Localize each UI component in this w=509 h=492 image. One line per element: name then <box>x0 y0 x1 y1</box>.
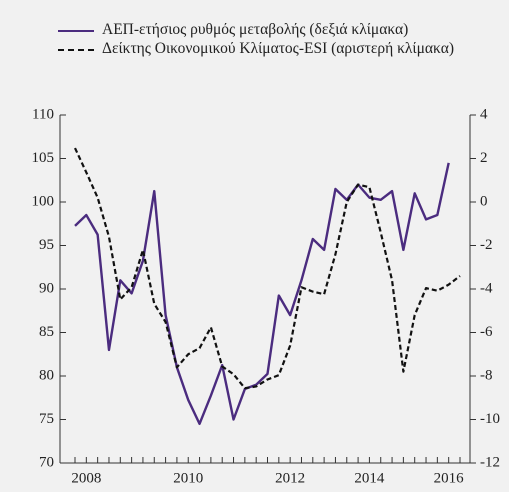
y-tick-label: 95 <box>39 237 54 253</box>
series-line <box>74 162 450 426</box>
y2-tick-label: -12 <box>480 454 500 470</box>
y-tick-label: 75 <box>39 411 54 427</box>
legend-label: Δείκτης Οικονομικού Κλίματος-ESI (αριστε… <box>102 40 454 57</box>
y2-tick-label: -10 <box>480 411 500 427</box>
y-tick-label: 110 <box>32 106 54 122</box>
y2-tick-label: 4 <box>480 106 488 122</box>
y-tick-label: 90 <box>39 280 54 296</box>
legend-swatch <box>58 49 94 51</box>
y2-tick-label: -6 <box>480 324 493 340</box>
y2-tick-label: 0 <box>480 193 488 209</box>
series-line <box>74 147 461 390</box>
legend-label: ΑΕΠ-ετήσιος ρυθμός μεταβολής (δεξιά κλίμ… <box>102 21 409 38</box>
x-tick-label: 2014 <box>354 470 385 486</box>
x-tick-label: 2010 <box>173 470 203 486</box>
y-tick-label: 85 <box>39 324 54 340</box>
y-tick-label: 105 <box>32 150 55 166</box>
y2-tick-label: -8 <box>480 367 493 383</box>
y2-tick-label: -4 <box>480 280 493 296</box>
y2-tick-label: 2 <box>480 150 488 166</box>
y-tick-label: 80 <box>39 367 54 383</box>
x-tick-label: 2016 <box>434 470 465 486</box>
y-tick-label: 100 <box>32 193 55 209</box>
y2-tick-label: -2 <box>480 237 493 253</box>
x-tick-label: 2012 <box>275 470 305 486</box>
x-tick-label: 2008 <box>71 470 101 486</box>
legend-swatch <box>58 30 94 32</box>
y-tick-label: 70 <box>39 454 54 470</box>
